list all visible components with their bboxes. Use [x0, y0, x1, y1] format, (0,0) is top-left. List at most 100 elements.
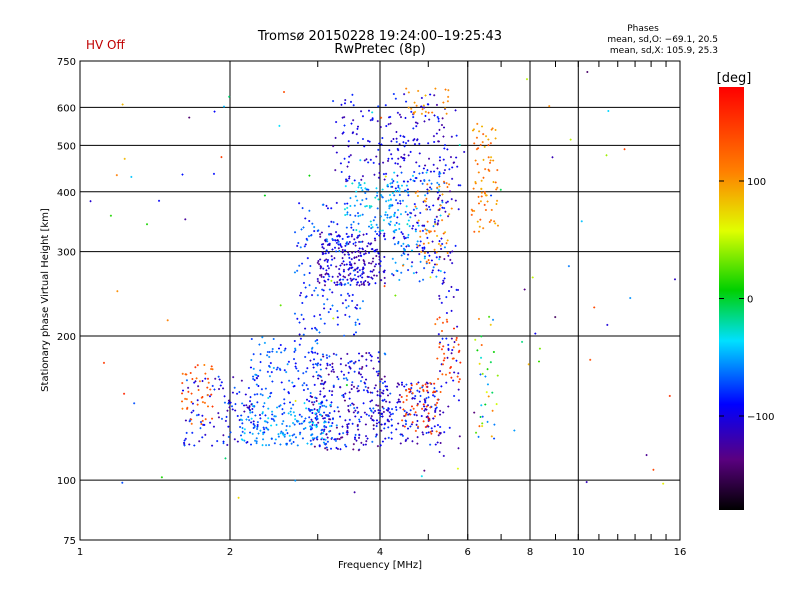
- data-point: [398, 383, 400, 386]
- data-point: [399, 193, 401, 196]
- data-point: [226, 415, 228, 418]
- data-point: [426, 385, 428, 388]
- data-point: [350, 223, 352, 226]
- data-point: [436, 167, 438, 170]
- data-point: [586, 70, 588, 73]
- data-point: [391, 181, 393, 184]
- data-point: [353, 362, 355, 365]
- data-point: [253, 405, 255, 408]
- data-point: [586, 481, 588, 484]
- data-point: [376, 394, 378, 397]
- data-point: [328, 430, 330, 433]
- data-point: [408, 106, 410, 109]
- data-point: [303, 382, 305, 385]
- data-point: [234, 403, 236, 406]
- data-point: [285, 371, 287, 374]
- data-point: [415, 230, 417, 233]
- data-point: [366, 389, 368, 392]
- data-point: [350, 279, 352, 282]
- data-point: [321, 432, 323, 435]
- data-point: [389, 392, 391, 395]
- data-point: [237, 414, 239, 417]
- data-point: [241, 379, 243, 382]
- data-point: [424, 194, 426, 197]
- data-point: [192, 402, 194, 405]
- data-point: [423, 403, 425, 406]
- data-point: [317, 229, 319, 232]
- data-point: [422, 278, 424, 281]
- data-point: [438, 171, 440, 174]
- data-point: [387, 426, 389, 429]
- data-point: [377, 207, 379, 210]
- data-point: [357, 125, 359, 128]
- data-point: [570, 138, 572, 141]
- data-point: [416, 243, 418, 246]
- data-point: [568, 265, 570, 268]
- data-point: [473, 411, 475, 414]
- data-point: [376, 390, 378, 393]
- data-point: [266, 354, 268, 357]
- data-point: [450, 285, 452, 288]
- data-point: [403, 252, 405, 255]
- data-point: [397, 209, 399, 212]
- data-point: [442, 282, 444, 285]
- data-point: [414, 180, 416, 183]
- data-point: [313, 289, 315, 292]
- data-point: [366, 245, 368, 248]
- data-point: [308, 421, 310, 424]
- data-point: [379, 230, 381, 233]
- data-point: [332, 239, 334, 242]
- data-point: [335, 446, 337, 449]
- data-point: [447, 405, 449, 408]
- data-point: [414, 143, 416, 146]
- data-point: [338, 433, 340, 436]
- data-point: [421, 407, 423, 410]
- data-point: [383, 255, 385, 258]
- data-point: [374, 409, 376, 412]
- data-point: [223, 440, 225, 443]
- data-point: [198, 388, 200, 391]
- data-point: [437, 223, 439, 226]
- data-point: [378, 176, 380, 179]
- data-point: [606, 323, 608, 326]
- data-point: [428, 231, 430, 234]
- data-point: [248, 419, 250, 422]
- data-point: [315, 287, 317, 290]
- data-point: [422, 249, 424, 252]
- data-point: [331, 291, 333, 294]
- data-point: [481, 125, 483, 128]
- data-point: [402, 157, 404, 160]
- data-point: [449, 190, 451, 193]
- data-point: [328, 373, 330, 376]
- data-point: [270, 391, 272, 394]
- data-point: [402, 232, 404, 235]
- data-point: [316, 438, 318, 441]
- data-point: [496, 403, 498, 406]
- data-point: [438, 117, 440, 120]
- data-point: [383, 173, 385, 176]
- data-point: [382, 229, 384, 232]
- data-point: [473, 142, 475, 145]
- data-point: [371, 440, 373, 443]
- data-point: [365, 385, 367, 388]
- data-point: [356, 281, 358, 284]
- data-point: [248, 407, 250, 410]
- data-point: [335, 283, 337, 286]
- data-point: [404, 116, 406, 119]
- data-point: [365, 443, 367, 446]
- data-point: [353, 333, 355, 336]
- data-point: [322, 417, 324, 420]
- data-point: [414, 395, 416, 398]
- data-point: [433, 163, 435, 166]
- data-point: [318, 263, 320, 266]
- data-point: [316, 399, 318, 402]
- data-point: [439, 450, 441, 453]
- data-point: [343, 116, 345, 119]
- data-point: [417, 402, 419, 405]
- data-point: [290, 410, 292, 413]
- data-point: [376, 422, 378, 425]
- data-point: [335, 353, 337, 356]
- data-point: [403, 252, 405, 255]
- data-point: [320, 402, 322, 405]
- data-point: [398, 400, 400, 403]
